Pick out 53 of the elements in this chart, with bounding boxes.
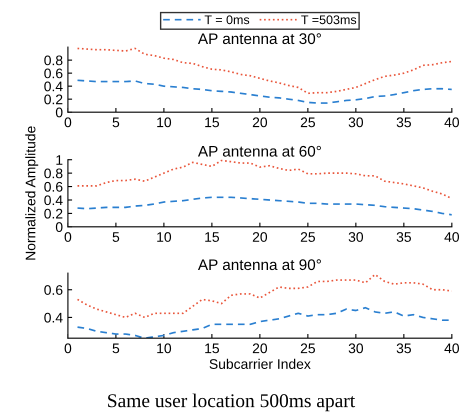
y-tick-label: 0.8 bbox=[44, 55, 62, 66]
y-tick-label: 0.8 bbox=[44, 168, 62, 178]
text: Same user location 500ms apart bbox=[108, 394, 356, 412]
y-tick-label: 0.6 bbox=[44, 182, 62, 192]
line-series bbox=[76, 274, 452, 318]
x-tick-label: 0 bbox=[64, 343, 72, 354]
x-tick-label: 40 bbox=[444, 343, 460, 354]
x-tick-label: 15 bbox=[205, 118, 220, 128]
x-tick-label: 10 bbox=[157, 117, 172, 128]
x-tick-label: 0 bbox=[64, 117, 72, 128]
y-tick-label: 0.6 bbox=[44, 68, 62, 78]
y-tick-label: 0.4 bbox=[44, 312, 63, 323]
x-tick-label: 35 bbox=[396, 343, 411, 354]
x-tick-label: 35 bbox=[396, 232, 411, 242]
x-tick-label: 0 bbox=[64, 232, 72, 242]
y-tick-label: 0.2 bbox=[44, 94, 62, 104]
x-tick-label: 20 bbox=[252, 117, 268, 128]
x-tick-label: 25 bbox=[300, 232, 316, 242]
chart-title: AP antenna at 90° bbox=[198, 259, 321, 270]
x-tick-label: 20 bbox=[252, 343, 268, 354]
line-series bbox=[76, 160, 452, 200]
x-tick-label: 10 bbox=[157, 232, 172, 242]
y-tick-label: 0.6 bbox=[44, 285, 62, 295]
x-tick-label: 15 bbox=[205, 344, 220, 354]
y-tick-label: 0 bbox=[56, 108, 63, 118]
line-series bbox=[76, 79, 452, 104]
line-series bbox=[76, 48, 452, 94]
chart-title: AP antenna at 30° bbox=[198, 33, 321, 44]
x-tick-label: 25 bbox=[300, 343, 316, 354]
x-tick-label: 30 bbox=[348, 117, 364, 128]
x-tick-label: 30 bbox=[348, 343, 364, 354]
x-tick-label: 5 bbox=[112, 232, 120, 242]
legend-label: T =503ms bbox=[301, 15, 356, 24]
y-tick-label: 0.2 bbox=[44, 208, 62, 219]
y-tick-label: 0.4 bbox=[44, 195, 63, 206]
y-tick-label: 0.4 bbox=[44, 81, 63, 92]
x-tick-label: 15 bbox=[205, 232, 220, 242]
x-tick-label: 40 bbox=[444, 232, 460, 242]
x-tick-label: 5 bbox=[112, 344, 120, 354]
chart-title: AP antenna at 60° bbox=[198, 146, 321, 157]
x-tick-label: 40 bbox=[444, 117, 460, 128]
x-axis-title: Subcarrier Index bbox=[210, 358, 311, 369]
x-tick-label: 35 bbox=[396, 117, 411, 128]
x-tick-label: 10 bbox=[157, 343, 172, 354]
x-tick-label: 20 bbox=[252, 232, 268, 242]
line-series bbox=[76, 196, 452, 216]
y-tick-label: 0 bbox=[56, 222, 63, 232]
x-tick-label: 25 bbox=[300, 117, 316, 128]
y-axis-title: Normalized Amplitude bbox=[25, 126, 38, 260]
x-tick-label: 5 bbox=[112, 118, 120, 128]
x-tick-label: 30 bbox=[348, 232, 364, 242]
y-tick-label: 1 bbox=[56, 155, 62, 165]
legend-label: T = 0ms bbox=[204, 15, 250, 24]
